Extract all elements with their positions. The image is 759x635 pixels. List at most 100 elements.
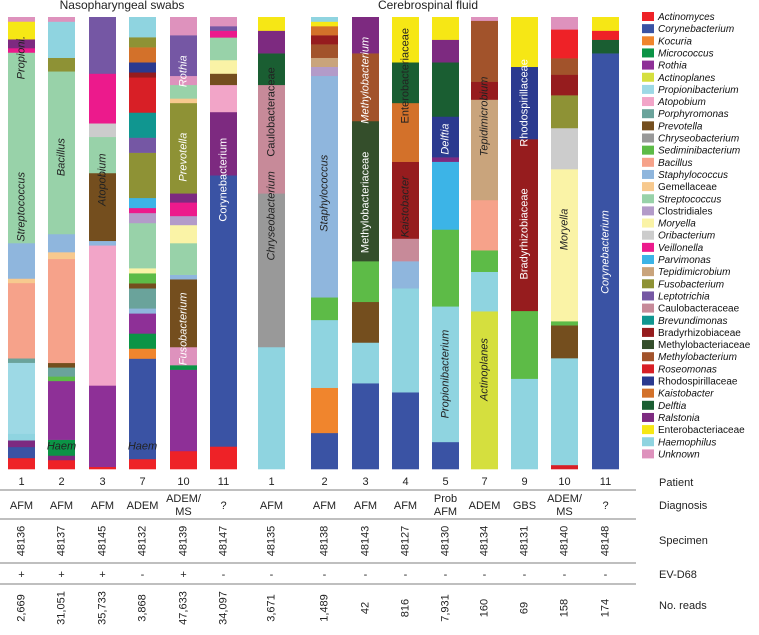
patient-id: 2 <box>321 476 327 488</box>
segment-ralstonia <box>258 30 285 54</box>
bar-label: Kaistobacter <box>399 175 411 237</box>
segment-sediminibacterium <box>471 250 498 272</box>
legend-label: Haemophilus <box>658 437 716 448</box>
legend-swatch <box>642 315 654 325</box>
segment-micrococcus <box>170 365 197 370</box>
legend-entry: Micrococcus <box>642 48 714 59</box>
legend-swatch <box>642 242 654 252</box>
bar-label: Prevotella <box>177 133 189 182</box>
specimen-id: 48148 <box>599 526 611 557</box>
legend-swatch <box>642 388 654 398</box>
segment-corynebacterium <box>592 53 619 470</box>
ev-d68-status: - <box>364 569 368 581</box>
segment-bradyrhizobiaceae <box>392 161 419 239</box>
legend-swatch <box>642 376 654 386</box>
row-label-patient: Patient <box>659 477 693 489</box>
bar-label: Atopobium <box>96 153 108 207</box>
bar-sample-10 <box>392 17 419 470</box>
bar-label: Methylobacterium <box>359 37 371 124</box>
legend-label: Actinomyces <box>657 12 715 23</box>
legend-entry: Caulobacteraceae <box>642 303 740 315</box>
segment-fusobacterium <box>170 102 197 194</box>
read-count: 7,931 <box>439 594 451 622</box>
legend-swatch <box>642 12 654 21</box>
segment-delftia <box>392 62 419 104</box>
read-count: 3,868 <box>136 594 148 622</box>
legend-label: Leptotrichia <box>658 291 710 302</box>
segment-caulobacteraceae <box>392 238 419 262</box>
legend-label: Methylobacterium <box>658 352 737 363</box>
segment-corynebacterium <box>432 441 459 470</box>
legend-label: Clostridiales <box>658 206 712 217</box>
legend-label: Gemellaceae <box>658 182 717 193</box>
segment-actinomyces <box>48 459 75 470</box>
segment-ralstonia <box>8 39 35 49</box>
read-count: 160 <box>478 599 490 617</box>
segment-moryella <box>210 59 237 74</box>
legend-entry: Kocuria <box>642 36 692 47</box>
segment-parvimonas <box>432 161 459 230</box>
segment-clostridiales <box>170 215 197 226</box>
legend-entry: Methylobacteriaceae <box>642 340 751 351</box>
bar-label: Bacillus <box>55 138 67 176</box>
segment-unknown <box>170 346 197 366</box>
legend-label: Actinoplanes <box>657 73 715 84</box>
legend-entry: Enterobacteriaceae <box>642 425 745 436</box>
segment-corynebacterium <box>311 432 338 470</box>
specimen-id: 48140 <box>558 526 570 557</box>
row-label-specimen: Specimen <box>659 535 708 547</box>
bar-label: Haem <box>47 440 76 452</box>
bar-sample-1 <box>8 17 35 470</box>
segment-methylobacterium <box>352 53 379 122</box>
legend-label: Rothia <box>658 61 687 72</box>
segment-moryella <box>551 169 578 322</box>
bar-sample-6 <box>210 17 237 470</box>
segment-atopobium <box>89 245 116 386</box>
patient-id: 10 <box>558 476 570 488</box>
segment-leptotrichia <box>129 137 156 153</box>
segment-brevundimonas <box>129 112 156 138</box>
row-label-reads: No. reads <box>659 600 707 612</box>
legend-swatch <box>642 206 654 216</box>
legend-entry: Sediminibacterium <box>642 145 740 157</box>
segment-porphyromonas <box>48 367 75 377</box>
diagnosis: AFM <box>50 500 73 512</box>
bar-sample-7 <box>258 17 285 470</box>
segment-prevotella <box>210 73 237 86</box>
segment-sediminibacterium <box>311 297 338 321</box>
legend-label: Chryseobacterium <box>658 134 739 145</box>
segment-unknown <box>8 17 35 22</box>
group-title: Cerebrospinal fluid <box>378 0 478 12</box>
segment-corynebacterium <box>8 446 35 459</box>
legend-swatch <box>642 303 654 313</box>
segment-delftia <box>432 62 459 117</box>
segment-streptococcus <box>170 243 197 275</box>
legend-swatch <box>642 437 654 447</box>
legend-entry: Parvimonas <box>642 255 711 266</box>
legend-swatch <box>642 60 654 70</box>
legend-label: Methylobacteriaceae <box>658 340 751 351</box>
segment-tepidimicrobium <box>471 99 498 201</box>
specimen-id: 48131 <box>518 526 530 557</box>
ev-d68-status: - <box>444 569 448 581</box>
segment-corynebacterium <box>210 175 237 447</box>
bar-sample-3 <box>89 17 116 470</box>
specimen-id: 48147 <box>217 526 229 557</box>
bar-sample-4 <box>129 17 156 470</box>
segment-atopobium <box>210 84 237 113</box>
bar-sample-5 <box>170 17 197 470</box>
ev-d68-status: - <box>604 569 608 581</box>
bar-label: Rhodospirillaceae <box>518 59 530 146</box>
legend-swatch <box>642 425 654 435</box>
segment-ralstonia <box>170 193 197 203</box>
segment-bradyrhizobiaceae <box>551 74 578 96</box>
specimen-id: 48137 <box>55 526 67 557</box>
segment-kaistobacter <box>392 102 419 162</box>
legend-swatch <box>642 36 654 46</box>
bar-label: Propioni. <box>15 36 27 79</box>
legend-swatch <box>642 400 654 410</box>
segment-rhodospirillaceae <box>129 62 156 73</box>
segment-oribacterium <box>89 123 116 138</box>
read-count: 35,733 <box>96 591 108 625</box>
legend-entry: Methylobacterium <box>642 352 737 363</box>
